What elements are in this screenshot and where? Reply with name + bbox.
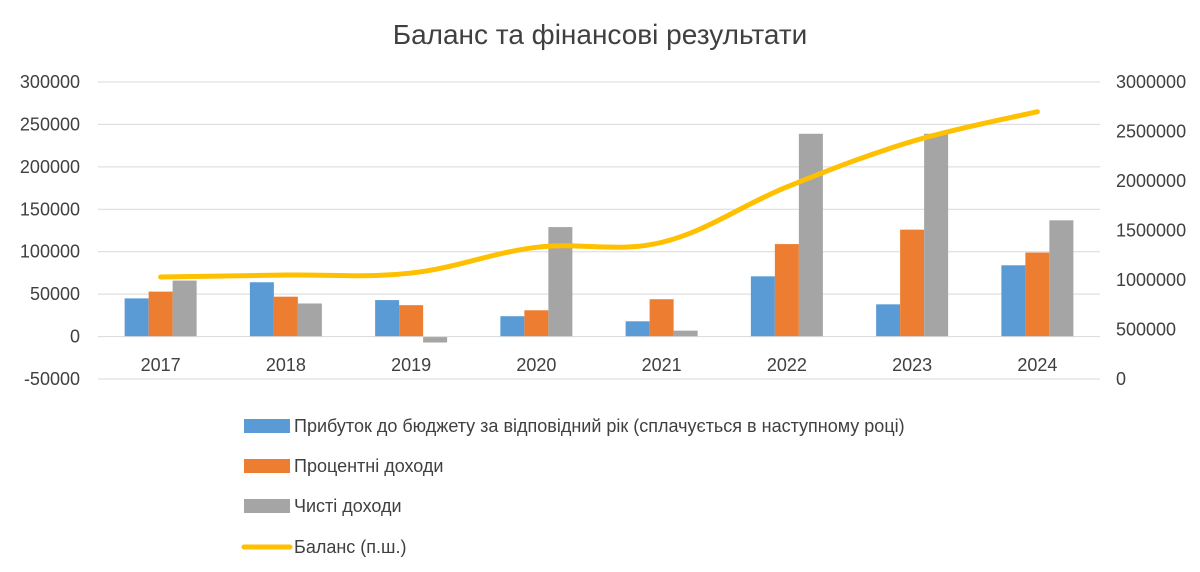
legend-item: Чисті доходи	[244, 496, 402, 516]
legend-label: Процентні доходи	[294, 456, 443, 476]
legend-label: Прибуток до бюджету за відповідний рік (…	[294, 416, 905, 436]
x-tick-label: 2021	[642, 355, 682, 375]
legend: Прибуток до бюджету за відповідний рік (…	[241, 416, 905, 557]
x-tick-label: 2019	[391, 355, 431, 375]
legend-item: Прибуток до бюджету за відповідний рік (…	[244, 416, 905, 436]
bar-2024-series-1	[1001, 265, 1026, 337]
x-tick-label: 2018	[266, 355, 306, 375]
left-tick-label: 200000	[20, 157, 80, 177]
bar-2022-series-3	[798, 133, 823, 337]
x-tick-label: 2020	[516, 355, 556, 375]
bar-2024-series-3	[1049, 220, 1074, 337]
legend-item: Процентні доходи	[244, 456, 443, 476]
bar-2021-series-2	[649, 299, 674, 337]
grid-lines	[98, 81, 1100, 380]
bar-2018-series-1	[249, 282, 274, 337]
bar-2020-series-2	[524, 310, 549, 337]
legend-item: Баланс (п.ш.)	[241, 537, 406, 557]
chart-title: Баланс та фінансові результати	[393, 19, 808, 50]
bar-2018-series-3	[297, 303, 322, 337]
x-axis-labels: 2017 2018 2019 2020 2021 2022 2023 2024	[141, 355, 1058, 375]
bar-2022-series-2	[774, 244, 799, 337]
bar-2023-series-2	[900, 229, 925, 337]
right-tick-label: 1000000	[1116, 270, 1186, 290]
legend-swatch	[244, 459, 290, 473]
bar-2021-series-1	[625, 321, 650, 337]
bars	[98, 133, 1100, 343]
left-tick-label: 0	[70, 327, 80, 347]
left-tick-label: 250000	[20, 114, 80, 134]
left-axis-ticks: -50000 0 50000 100000 150000 200000 250000 3000…	[20, 72, 80, 389]
balance-line-group	[158, 109, 1040, 280]
x-tick-label: 2022	[767, 355, 807, 375]
x-tick-label: 2023	[892, 355, 932, 375]
bar-2021-series-3	[673, 330, 698, 337]
left-tick-label: 300000	[20, 72, 80, 92]
legend-label: Чисті доходи	[294, 496, 402, 516]
right-tick-label: 1500000	[1116, 221, 1186, 241]
bar-2017-series-3	[172, 280, 197, 337]
right-tick-label: 0	[1116, 369, 1126, 389]
bar-2018-series-2	[273, 296, 298, 337]
right-tick-label: 3000000	[1116, 72, 1186, 92]
bar-2022-series-1	[750, 276, 775, 337]
legend-label: Баланс (п.ш.)	[294, 537, 406, 557]
left-tick-label: 150000	[20, 199, 80, 219]
left-tick-label: 100000	[20, 242, 80, 262]
left-tick-label: 50000	[30, 284, 80, 304]
bar-2017-series-1	[124, 298, 149, 337]
right-axis-ticks: 0 500000 1000000 1500000 2000000 2500000 30000…	[1116, 72, 1186, 389]
balance-line	[158, 109, 1040, 280]
x-tick-label: 2017	[141, 355, 181, 375]
bar-2019-series-2	[399, 305, 424, 337]
bar-2017-series-2	[148, 291, 173, 337]
bar-2020-series-1	[500, 316, 525, 337]
right-tick-label: 500000	[1116, 320, 1176, 340]
bar-2023-series-1	[876, 304, 901, 337]
left-tick-label: -50000	[24, 369, 80, 389]
x-tick-label: 2024	[1017, 355, 1057, 375]
bar-2024-series-2	[1025, 252, 1050, 337]
right-tick-label: 2000000	[1116, 171, 1186, 191]
bar-2019-series-1	[375, 300, 400, 337]
legend-swatch	[244, 419, 290, 433]
bar-2019-series-3	[423, 336, 448, 343]
right-tick-label: 2500000	[1116, 122, 1186, 142]
legend-swatch	[244, 499, 290, 513]
bar-2023-series-3	[924, 133, 949, 337]
